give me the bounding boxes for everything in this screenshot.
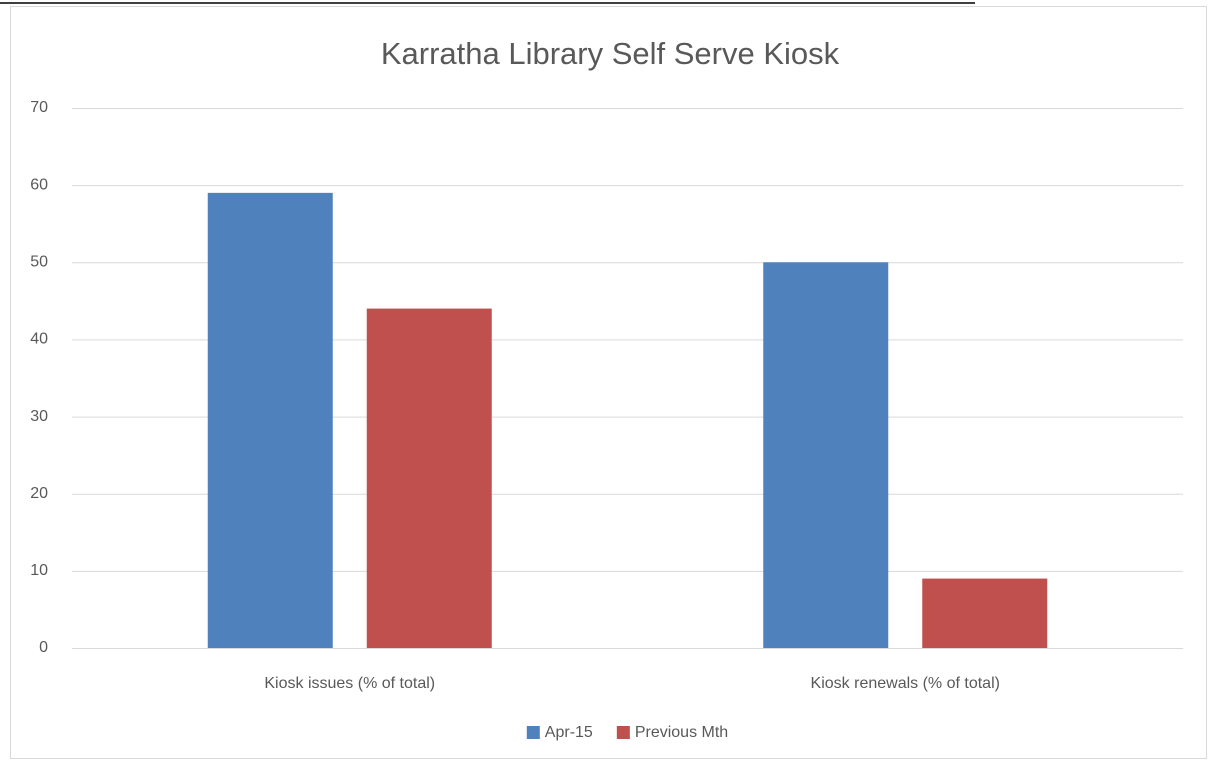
legend-swatch: [526, 726, 540, 739]
y-tick-label: 10: [30, 562, 48, 579]
legend-label: Apr-15: [545, 724, 593, 741]
bar: [763, 262, 889, 648]
y-tick-label: 70: [30, 99, 48, 116]
legend-swatch: [616, 726, 630, 739]
y-tick-label: 30: [30, 408, 48, 425]
y-tick-label: 0: [39, 639, 48, 656]
y-tick-label: 20: [30, 485, 48, 502]
bar: [207, 192, 333, 648]
y-tick-label: 60: [30, 176, 48, 193]
x-tick-label: Kiosk renewals (% of total): [811, 675, 1000, 692]
chart-title: Karratha Library Self Serve Kiosk: [381, 36, 840, 71]
legend-label: Previous Mth: [635, 724, 728, 741]
bar: [922, 578, 1048, 648]
y-tick-label: 40: [30, 331, 48, 348]
y-tick-label: 50: [30, 254, 48, 271]
bar: [366, 308, 492, 648]
x-tick-label: Kiosk issues (% of total): [264, 675, 435, 692]
